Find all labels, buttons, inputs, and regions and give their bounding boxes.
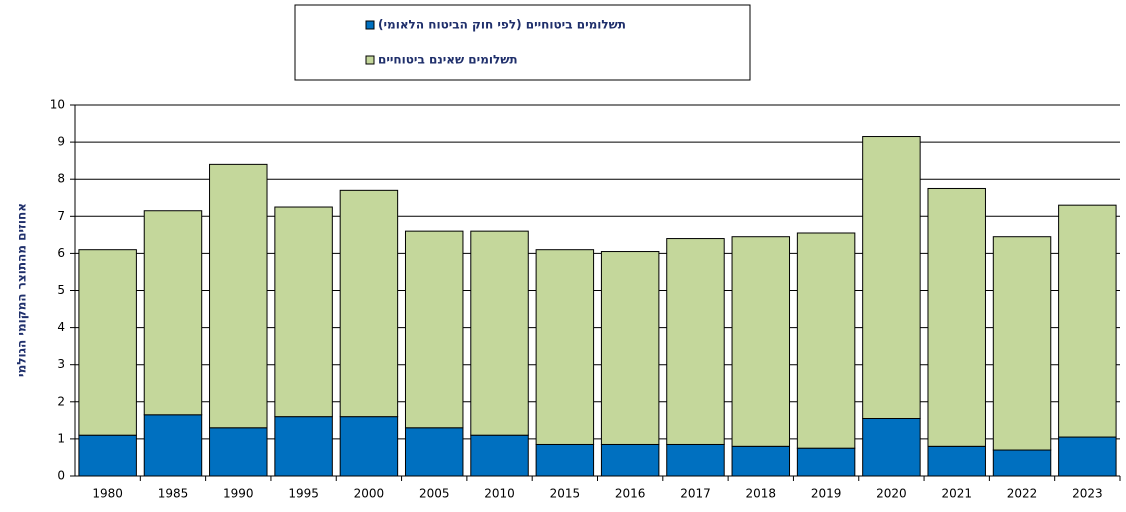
bar-segment bbox=[927, 187, 986, 447]
bar-segment bbox=[339, 416, 399, 477]
x-tick-label: 2000 bbox=[354, 487, 385, 501]
bar-segment bbox=[339, 189, 399, 418]
x-tick-label: 2005 bbox=[419, 487, 450, 501]
bar-segment bbox=[992, 236, 1052, 451]
bar-segment bbox=[862, 417, 921, 477]
bar-segment bbox=[274, 206, 333, 418]
bar-segment bbox=[796, 232, 856, 449]
bar-segment bbox=[470, 434, 529, 477]
y-tick-label: 5 bbox=[57, 283, 65, 297]
y-tick-label: 9 bbox=[57, 135, 65, 149]
bar-segment bbox=[470, 230, 529, 436]
y-tick-label: 2 bbox=[57, 394, 65, 408]
bar-segment bbox=[535, 249, 595, 445]
x-tick-label: 1995 bbox=[288, 487, 319, 501]
bar-segment bbox=[404, 427, 464, 477]
x-tick-label: 1985 bbox=[158, 487, 189, 501]
y-tick-label: 0 bbox=[57, 469, 65, 483]
bar-segment bbox=[796, 447, 856, 477]
y-tick-label: 8 bbox=[57, 172, 65, 186]
x-tick-label: 1990 bbox=[223, 487, 254, 501]
y-tick-label: 4 bbox=[57, 320, 65, 334]
x-tick-label: 2018 bbox=[746, 487, 777, 501]
bar-segment bbox=[209, 427, 268, 477]
bar-segment bbox=[862, 136, 921, 419]
bar-segment bbox=[1058, 436, 1117, 477]
legend-box bbox=[294, 4, 751, 81]
bar-segment bbox=[731, 445, 791, 477]
x-tick-label: 2017 bbox=[680, 487, 711, 501]
bar-segment bbox=[600, 443, 660, 477]
bar-segment bbox=[666, 238, 725, 445]
legend-swatch bbox=[365, 20, 375, 30]
x-tick-label: 2016 bbox=[615, 487, 646, 501]
bar-segment bbox=[404, 230, 464, 429]
x-tick-label: 2022 bbox=[1007, 487, 1038, 501]
y-tick-label: 7 bbox=[57, 209, 65, 223]
bar-segment bbox=[535, 443, 595, 477]
bar-segment bbox=[1058, 204, 1117, 438]
y-tick-label: 3 bbox=[57, 357, 65, 371]
bar-segment bbox=[927, 445, 986, 477]
x-tick-label: 2020 bbox=[876, 487, 907, 501]
bar-segment bbox=[209, 163, 268, 429]
y-tick-label: 1 bbox=[57, 431, 65, 445]
bar-segment bbox=[274, 416, 333, 477]
bar-segment bbox=[992, 449, 1052, 477]
legend-label: תשלומים ביטוחיים (לפי חוק הביטוח הלאומי) bbox=[378, 18, 626, 32]
x-tick-label: 1980 bbox=[92, 487, 123, 501]
y-axis-label: אחוזים מהתוצר המקומי הגולמי bbox=[15, 203, 29, 377]
bar-segment bbox=[731, 236, 791, 447]
x-tick-label: 2019 bbox=[811, 487, 842, 501]
legend-swatch bbox=[365, 55, 375, 65]
y-tick-label: 10 bbox=[50, 98, 65, 112]
bar-segment bbox=[78, 434, 137, 477]
bar-segment bbox=[143, 414, 203, 477]
y-tick-label: 6 bbox=[57, 246, 65, 260]
x-tick-label: 2015 bbox=[550, 487, 581, 501]
bar-segment bbox=[143, 210, 203, 416]
bar-segment bbox=[600, 251, 660, 445]
legend-label: תשלומים שאינם ביטוחיים bbox=[378, 53, 518, 67]
bar-segment bbox=[78, 249, 137, 436]
x-tick-label: 2021 bbox=[941, 487, 972, 501]
x-tick-label: 2010 bbox=[484, 487, 515, 501]
bar-segment bbox=[666, 443, 725, 477]
x-tick-label: 2023 bbox=[1072, 487, 1103, 501]
